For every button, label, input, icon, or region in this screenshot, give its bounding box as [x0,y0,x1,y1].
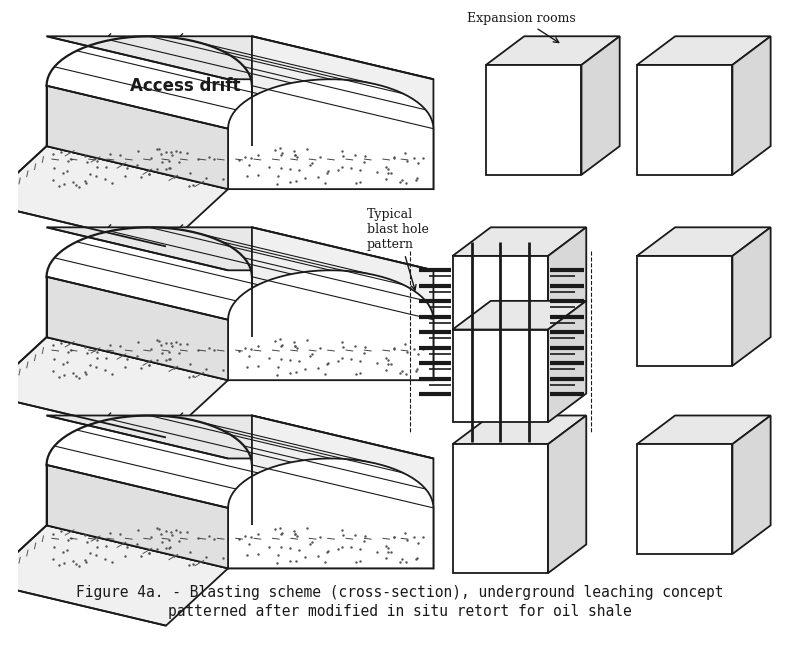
Polygon shape [252,416,434,569]
Polygon shape [733,416,770,554]
Polygon shape [548,416,586,573]
Polygon shape [46,337,434,380]
Polygon shape [453,330,548,422]
Polygon shape [453,444,548,573]
Polygon shape [453,256,548,330]
Polygon shape [252,37,434,189]
Polygon shape [46,86,228,189]
Polygon shape [486,65,582,175]
Text: Figure 4a. - Blasting scheme (cross-section), underground leaching concept: Figure 4a. - Blasting scheme (cross-sect… [76,585,724,600]
Polygon shape [0,337,228,438]
Polygon shape [228,271,434,380]
Polygon shape [0,525,228,626]
Polygon shape [46,465,228,569]
Polygon shape [228,79,434,189]
Polygon shape [46,277,228,380]
Polygon shape [46,37,434,79]
Polygon shape [582,37,620,175]
Polygon shape [637,416,770,444]
Text: patterned after modified in situ retort for oil shale: patterned after modified in situ retort … [168,604,632,619]
Text: Expansion rooms: Expansion rooms [467,12,576,43]
Polygon shape [637,256,733,366]
Polygon shape [637,444,733,554]
Polygon shape [453,416,586,444]
Polygon shape [46,525,434,569]
Polygon shape [637,227,770,256]
Polygon shape [46,227,434,270]
Polygon shape [733,227,770,366]
Polygon shape [453,227,586,256]
Text: Typical
blast hole
pattern: Typical blast hole pattern [366,208,429,290]
Polygon shape [486,37,620,65]
Polygon shape [228,459,434,569]
Polygon shape [548,227,586,330]
Polygon shape [453,301,586,330]
Polygon shape [548,301,586,422]
Text: Access drift: Access drift [130,76,241,94]
Polygon shape [637,65,733,175]
Polygon shape [733,37,770,175]
Polygon shape [46,146,434,189]
Polygon shape [637,37,770,65]
Polygon shape [0,146,228,247]
Polygon shape [46,416,434,458]
Polygon shape [252,227,434,380]
